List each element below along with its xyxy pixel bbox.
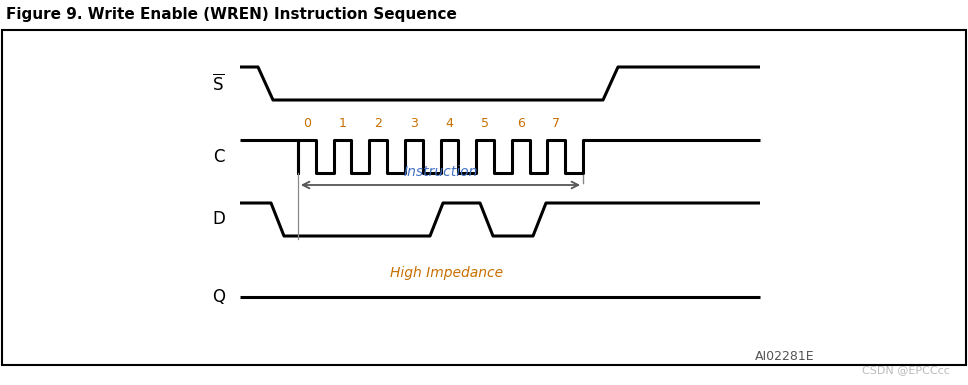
Text: Q: Q	[212, 288, 225, 306]
Text: C: C	[214, 147, 225, 166]
Text: $\overline{\mathregular{S}}$: $\overline{\mathregular{S}}$	[212, 73, 225, 94]
Text: 6: 6	[517, 117, 525, 130]
Text: D: D	[212, 211, 225, 229]
Text: High Impedance: High Impedance	[390, 266, 503, 280]
Bar	[2, 30, 966, 365]
Text: 4: 4	[445, 117, 453, 130]
Text: Instruction: Instruction	[404, 165, 477, 179]
Text: 1: 1	[339, 117, 347, 130]
Text: 2: 2	[375, 117, 382, 130]
Text: AI02281E: AI02281E	[755, 350, 815, 363]
Text: 0: 0	[303, 117, 311, 130]
Text: 5: 5	[481, 117, 489, 130]
Text: Figure 9. Write Enable (WREN) Instruction Sequence: Figure 9. Write Enable (WREN) Instructio…	[6, 7, 457, 22]
Text: CSDN @EPCCcc: CSDN @EPCCcc	[862, 365, 950, 375]
Text: 7: 7	[553, 117, 560, 130]
Text: 3: 3	[409, 117, 418, 130]
Bar	[2, 2, 966, 30]
